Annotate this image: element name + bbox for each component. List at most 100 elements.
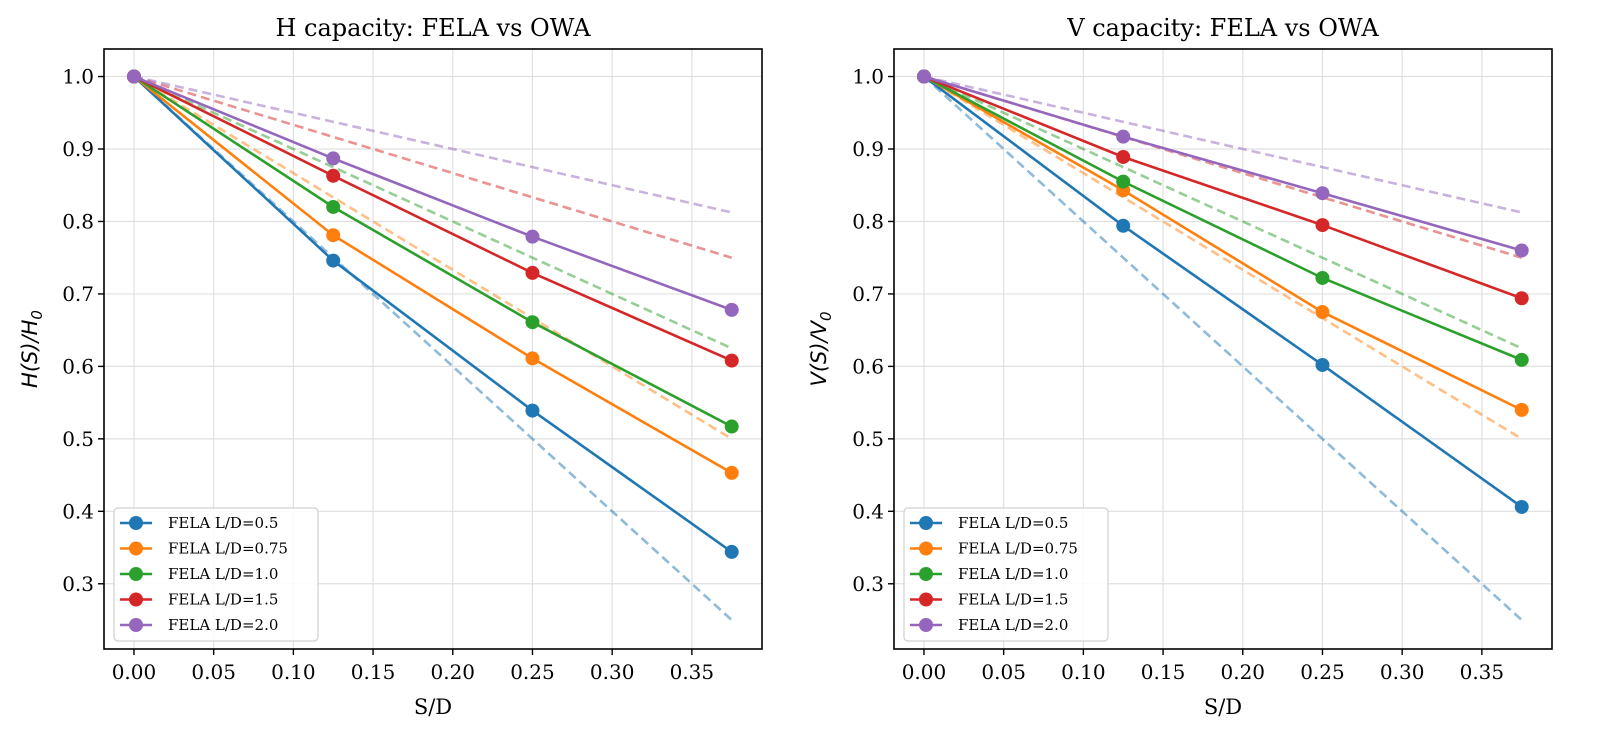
x-tick-label: 0.15 — [1141, 660, 1186, 684]
x-tick-label: 0.05 — [191, 660, 236, 684]
data-point — [1514, 499, 1529, 514]
data-point — [916, 69, 931, 84]
data-point — [1514, 352, 1529, 367]
data-point — [1315, 270, 1330, 285]
series-line — [923, 75, 1523, 252]
legend-label: FELA L/D=2.0 — [958, 616, 1068, 634]
x-tick-label: 0.25 — [1300, 660, 1345, 684]
legend-label: FELA L/D=1.5 — [168, 591, 278, 609]
owa-reference-line — [133, 75, 733, 350]
series-line — [133, 75, 733, 553]
data-point — [525, 403, 540, 418]
legend-frame — [903, 507, 1109, 642]
y-tick-label: 0.3 — [852, 572, 884, 596]
owa-reference-line — [133, 75, 733, 259]
legend: FELA L/D=0.5 FELA L/D=0.75 FELA L/D=1.0 FEL… — [113, 507, 319, 642]
y-tick-label: 0.4 — [62, 499, 94, 523]
series-line — [923, 75, 1523, 362]
axes-frame — [103, 48, 763, 650]
legend-label: FELA L/D=0.5 — [168, 514, 278, 532]
y-tick-label: 0.4 — [852, 499, 884, 523]
data-point — [126, 69, 141, 84]
data-point — [1315, 218, 1330, 233]
y-tick-label: 0.7 — [62, 282, 94, 306]
legend-item: FELA L/D=0.75 — [910, 540, 1078, 558]
data-point — [1315, 186, 1330, 201]
legend-label: FELA L/D=0.75 — [958, 540, 1078, 558]
legend-item: FELA L/D=0.5 — [910, 514, 1068, 532]
y-tick-label: 1.0 — [852, 65, 884, 89]
fela-series-line — [916, 69, 1529, 258]
data-point — [525, 351, 540, 366]
legend-marker — [129, 567, 143, 581]
h-capacity-chart: H capacity: FELA vs OWA 0.00 0.05 0.10 0.15… — [18, 14, 763, 719]
legend: FELA L/D=0.5 FELA L/D=0.75 FELA L/D=1.0 FEL… — [903, 507, 1109, 642]
fela-series-line — [916, 69, 1529, 306]
owa-reference-line — [923, 75, 1523, 214]
x-tick-label: 0.35 — [1460, 660, 1505, 684]
y-axis-label-main: H(S)/H — [18, 319, 42, 388]
legend-marker — [129, 618, 143, 632]
x-tick-label: 0.30 — [1380, 660, 1425, 684]
axis-ticks: 0.00 0.05 0.10 0.15 0.20 0.25 0.30 0.35 0.3 0.4 0.… — [852, 65, 1504, 684]
legend-label: FELA L/D=0.5 — [958, 514, 1068, 532]
y-axis-label: H(S)/H0 — [18, 310, 46, 388]
y-tick-label: 0.8 — [62, 209, 94, 233]
x-tick-label: 0.35 — [670, 660, 715, 684]
y-axis-label: V(S)/V0 — [807, 311, 835, 386]
x-tick-label: 0.00 — [112, 660, 157, 684]
x-tick-label: 0.30 — [590, 660, 635, 684]
y-tick-label: 0.6 — [62, 354, 94, 378]
y-tick-label: 0.9 — [852, 137, 884, 161]
data-point — [326, 168, 341, 183]
y-axis-label-main: V(S)/V — [807, 319, 831, 386]
y-tick-label: 0.5 — [62, 427, 94, 451]
data-point — [326, 151, 341, 166]
data-point — [724, 302, 739, 317]
data-point — [525, 315, 540, 330]
legend-marker — [129, 516, 143, 530]
series-line — [923, 75, 1523, 412]
legend-label: FELA L/D=1.0 — [958, 565, 1068, 583]
legend-item: FELA L/D=0.5 — [120, 514, 278, 532]
legend-label: FELA L/D=2.0 — [168, 616, 278, 634]
legend-marker — [919, 592, 933, 607]
owa-reference-line — [923, 75, 1523, 350]
legend-marker — [129, 541, 143, 556]
data-point — [1116, 149, 1131, 164]
owa-reference-line — [923, 75, 1523, 621]
series-line — [133, 75, 733, 312]
legend-marker — [919, 567, 933, 581]
data-point — [1514, 402, 1529, 417]
y-axis-label-sub: 0 — [28, 310, 46, 320]
x-tick-label: 0.10 — [1061, 660, 1106, 684]
legend-item: FELA L/D=2.0 — [120, 616, 278, 634]
v-capacity-chart: V capacity: FELA vs OWA 0.00 0.05 0.10 0.15… — [807, 14, 1553, 719]
chart-title: V capacity: FELA vs OWA — [1066, 14, 1379, 42]
axes-frame — [893, 48, 1553, 650]
legend-label: FELA L/D=0.75 — [168, 540, 288, 558]
legend-label: FELA L/D=1.5 — [958, 591, 1068, 609]
data-point — [724, 465, 739, 480]
data-point — [1315, 305, 1330, 320]
y-tick-label: 0.6 — [852, 354, 884, 378]
owa-reference-line — [923, 75, 1523, 440]
owa-reference-line — [133, 75, 733, 214]
data-point — [724, 544, 739, 559]
series-line — [923, 75, 1523, 509]
fela-series — [916, 69, 1529, 514]
owa-reference-line — [133, 75, 733, 440]
y-tick-label: 0.9 — [62, 137, 94, 161]
data-point — [525, 265, 540, 280]
legend-item: FELA L/D=1.5 — [910, 591, 1068, 609]
fela-series-line — [916, 69, 1529, 514]
series-line — [923, 75, 1523, 300]
legend-marker — [919, 618, 933, 632]
legend-item: FELA L/D=2.0 — [910, 616, 1068, 634]
y-tick-label: 0.7 — [852, 282, 884, 306]
x-tick-label: 0.20 — [1220, 660, 1265, 684]
data-point — [525, 229, 540, 244]
series-line — [133, 75, 733, 475]
x-tick-label: 0.05 — [981, 660, 1026, 684]
